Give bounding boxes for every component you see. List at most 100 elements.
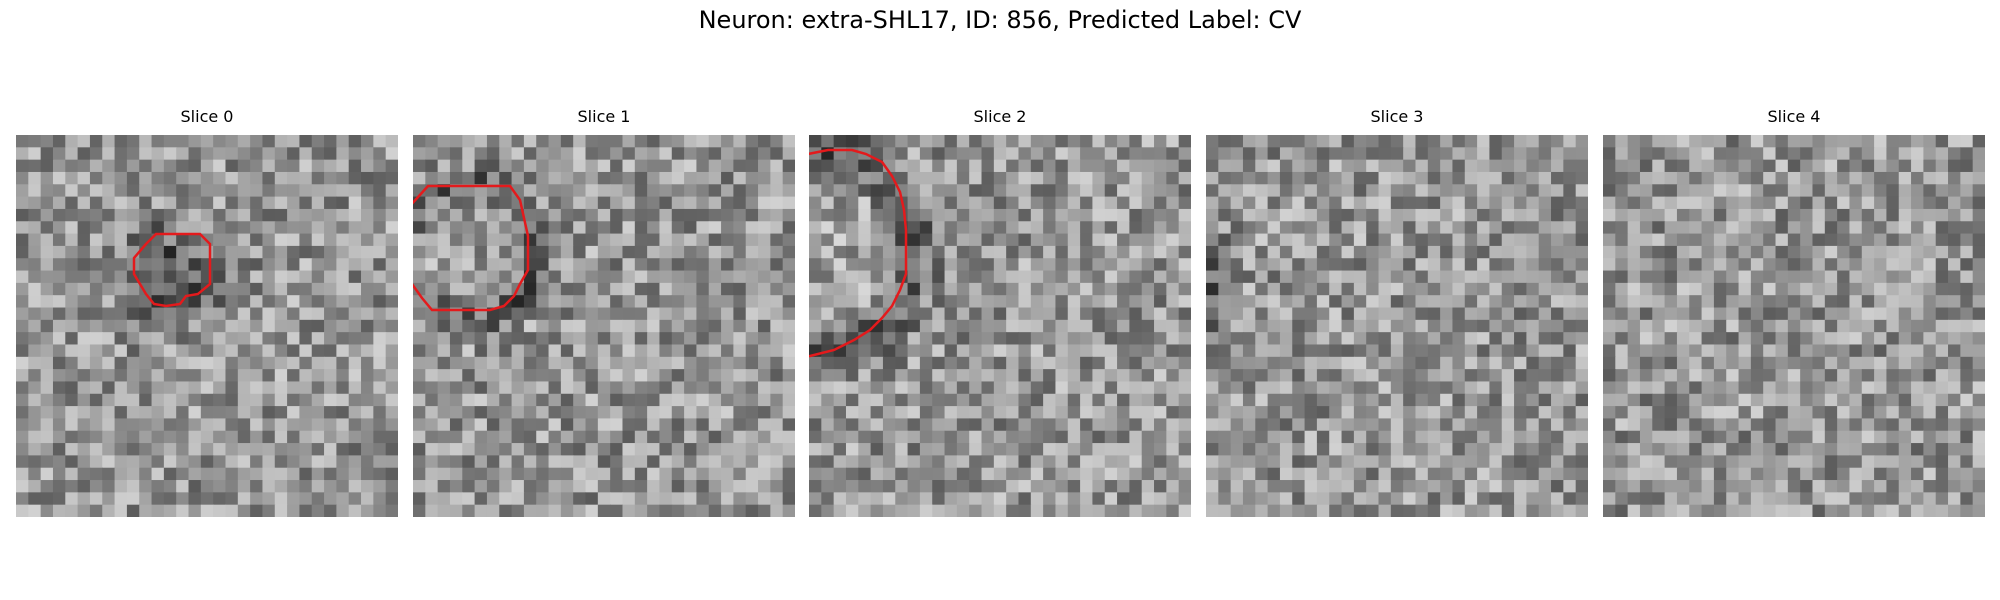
pixel — [1973, 505, 1985, 517]
pixel — [846, 258, 859, 271]
pixel — [275, 221, 288, 234]
pixel — [1874, 381, 1887, 394]
pixel — [164, 308, 177, 321]
pixel — [1105, 394, 1118, 407]
pixel — [1862, 283, 1875, 296]
pixel — [1652, 455, 1665, 468]
pixel — [1415, 344, 1428, 357]
pixel — [672, 320, 685, 333]
pixel — [1576, 492, 1588, 505]
pixel — [1218, 184, 1231, 197]
pixel — [957, 271, 970, 284]
pixel — [908, 406, 921, 419]
pixel — [1317, 221, 1330, 234]
pixel — [1763, 271, 1776, 284]
pixel — [994, 221, 1007, 234]
pixel — [770, 344, 783, 357]
pixel — [1092, 369, 1105, 382]
pixel — [115, 258, 128, 271]
pixel — [622, 418, 635, 431]
pixel — [932, 234, 945, 247]
pixel — [635, 271, 648, 284]
pixel — [28, 234, 41, 247]
pixel — [1006, 480, 1019, 493]
pixel — [349, 320, 362, 333]
pixel — [499, 357, 512, 370]
pixel — [1179, 394, 1191, 407]
pixel — [164, 135, 177, 148]
pixel — [28, 480, 41, 493]
pixel — [373, 295, 386, 308]
pixel — [1080, 369, 1093, 382]
pixel — [1615, 246, 1628, 259]
pixel — [684, 135, 697, 148]
pixel — [225, 197, 238, 210]
pixel — [53, 332, 66, 345]
pixel — [598, 246, 611, 259]
pixel — [250, 505, 263, 517]
pixel — [610, 480, 623, 493]
pixel — [1428, 406, 1441, 419]
pixel — [487, 283, 500, 296]
pixel — [1379, 357, 1392, 370]
pixel — [834, 455, 847, 468]
pixel — [1117, 344, 1130, 357]
pixel — [1526, 369, 1539, 382]
pixel — [871, 332, 884, 345]
pixel — [225, 418, 238, 431]
pixel — [1502, 283, 1515, 296]
pixel — [846, 418, 859, 431]
pixel — [1800, 234, 1813, 247]
pixel — [1689, 135, 1702, 148]
pixel — [1117, 135, 1130, 148]
pixel — [1305, 431, 1318, 444]
pixel — [783, 246, 795, 259]
pixel — [635, 258, 648, 271]
pixel — [1055, 443, 1068, 456]
pixel — [1105, 492, 1118, 505]
pixel — [1440, 505, 1453, 517]
pixel — [598, 209, 611, 222]
pixel — [920, 184, 933, 197]
pixel — [499, 332, 512, 345]
pixel — [770, 246, 783, 259]
pixel — [770, 308, 783, 321]
pixel — [90, 135, 103, 148]
pixel — [1231, 246, 1244, 259]
pixel — [586, 418, 599, 431]
pixel — [1960, 492, 1973, 505]
pixel — [1031, 135, 1044, 148]
pixel — [573, 160, 586, 173]
pixel — [425, 221, 438, 234]
pixel — [1689, 455, 1702, 468]
pixel — [201, 147, 214, 160]
pixel — [1477, 320, 1490, 333]
pixel — [770, 221, 783, 234]
pixel — [1489, 271, 1502, 284]
pixel — [1206, 455, 1219, 468]
pixel — [908, 184, 921, 197]
pixel — [262, 418, 275, 431]
pixel — [78, 135, 91, 148]
pixel — [1899, 258, 1912, 271]
pixel — [1428, 344, 1441, 357]
pixel — [139, 455, 152, 468]
pixel — [932, 492, 945, 505]
pixel — [1615, 172, 1628, 185]
pixel — [1391, 147, 1404, 160]
pixel — [1452, 480, 1465, 493]
pixel — [1800, 172, 1813, 185]
pixel — [225, 431, 238, 444]
pixel — [659, 455, 672, 468]
pixel — [1403, 357, 1416, 370]
pixel — [982, 271, 995, 284]
pixel — [238, 246, 251, 259]
pixel — [1231, 381, 1244, 394]
pixel — [573, 332, 586, 345]
pixel — [487, 344, 500, 357]
pixel — [1465, 369, 1478, 382]
pixel — [982, 369, 995, 382]
pixel — [1751, 431, 1764, 444]
pixel — [945, 147, 958, 160]
pixel — [809, 197, 822, 210]
